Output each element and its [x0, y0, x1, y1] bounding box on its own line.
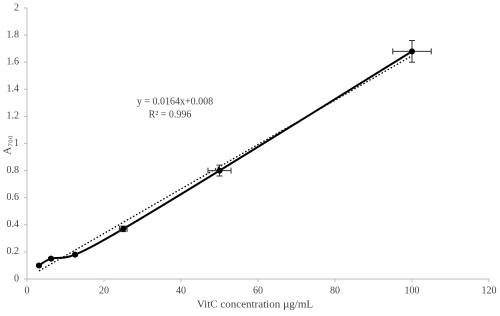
x-axis-title: VitC concentration µg/mL [197, 299, 314, 311]
data-point [72, 251, 79, 258]
y-axis-title: A₇₀₀ [2, 135, 14, 155]
x-tick-label: 20 [99, 285, 109, 296]
y-tick-label: 1.6 [7, 56, 20, 67]
y-tick-label: 1 [14, 138, 19, 149]
y-tick-label: 0.8 [7, 165, 20, 176]
y-tick-label: 0.4 [7, 219, 20, 230]
x-tick-label: 60 [253, 285, 263, 296]
x-tick-label: 80 [330, 285, 340, 296]
x-tick-label: 100 [405, 285, 420, 296]
trendline [38, 55, 413, 272]
x-tick-label: 0 [25, 285, 30, 296]
equation: y = 0.0164x+0.008 [137, 96, 213, 107]
data-point [409, 48, 415, 55]
x-tick-label: 120 [482, 285, 497, 296]
data-line [38, 50, 413, 267]
y-tick-label: 1.8 [7, 29, 20, 40]
y-tick-label: 2 [14, 2, 19, 13]
data-point [36, 262, 43, 269]
data-point [216, 167, 223, 174]
y-tick-label: 0 [14, 273, 19, 284]
y-tick-label: 0.6 [7, 192, 20, 203]
y-tick-label: 0.2 [7, 246, 20, 257]
data-point [120, 225, 127, 232]
r-squared: R² = 0.996 [149, 109, 192, 120]
x-tick-label: 40 [176, 285, 186, 296]
y-tick-label: 1.4 [7, 84, 20, 95]
y-tick-label: 1.2 [7, 111, 20, 122]
data-point [48, 255, 55, 262]
